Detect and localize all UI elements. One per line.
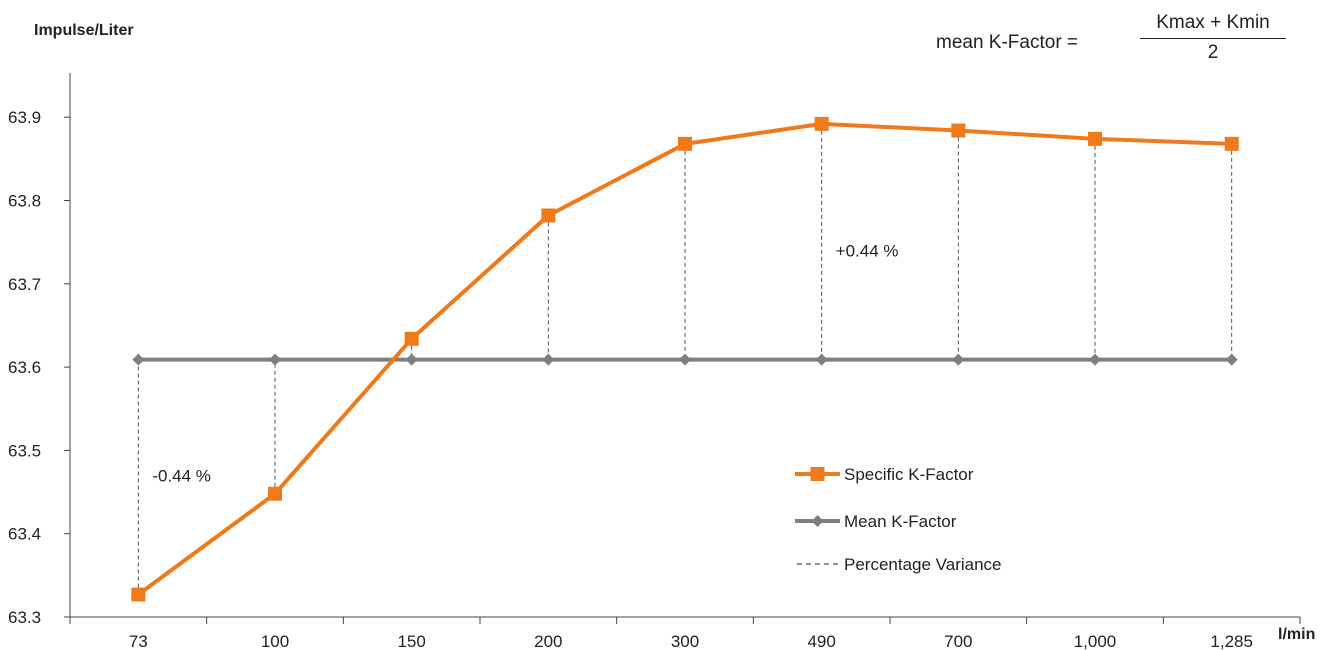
mean-k-factor-formula: mean K-Factor = Kmax + Kmin 2 — [936, 12, 1296, 72]
mean-k-factor-point — [952, 353, 965, 366]
x-tick-label: 490 — [807, 632, 835, 650]
x-tick-label: 150 — [397, 632, 425, 650]
y-axis-title: Impulse/Liter — [34, 22, 134, 39]
mean-k-factor-point — [269, 353, 281, 366]
variance-annotation: +0.44 % — [836, 241, 899, 260]
specific-k-factor-point — [268, 486, 282, 501]
specific-k-factor-point — [1088, 131, 1102, 146]
mean-k-factor-point — [405, 353, 418, 366]
legend-variance-label: Percentage Variance — [844, 555, 1002, 574]
mean-k-factor-point — [1225, 353, 1238, 366]
x-tick-label: 200 — [534, 632, 562, 650]
legend-mean-swatch-marker — [811, 515, 824, 527]
specific-k-factor-point — [404, 331, 419, 346]
x-tick-label: 700 — [944, 632, 972, 650]
specific-k-factor-point — [678, 136, 692, 151]
formula-numerator: Kmax + Kmin — [1156, 12, 1270, 33]
y-tick-label: 63.6 — [8, 358, 41, 377]
formula-lhs: mean K-Factor = — [936, 32, 1079, 53]
y-tick-label: 63.5 — [8, 441, 41, 460]
x-tick-label: 73 — [129, 632, 148, 650]
legend-specific-swatch-marker — [810, 467, 825, 481]
formula-denominator: 2 — [1207, 42, 1219, 63]
x-tick-label: 100 — [261, 632, 289, 650]
specific-k-factor-point — [541, 208, 556, 223]
variance-annotation: -0.44 % — [152, 466, 211, 485]
y-tick-label: 63.9 — [8, 108, 41, 127]
x-tick-label: 1,000 — [1074, 632, 1117, 650]
formula-fraction-bar — [1140, 38, 1286, 39]
specific-k-factor-point — [131, 587, 146, 602]
y-tick-label: 63.4 — [8, 525, 41, 544]
mean-k-factor-point — [1089, 353, 1101, 366]
mean-k-factor-point — [815, 353, 828, 366]
legend-mean-label: Mean K-Factor — [844, 512, 957, 531]
specific-k-factor-point — [1224, 136, 1239, 151]
x-axis-unit: l/min — [1278, 626, 1316, 643]
mean-k-factor-point — [132, 353, 145, 366]
specific-k-factor-point — [951, 123, 966, 138]
y-tick-label: 63.7 — [8, 275, 41, 294]
x-tick-label: 1,285 — [1210, 632, 1253, 650]
mean-k-factor-point — [679, 353, 691, 366]
specific-k-factor-point — [814, 116, 829, 131]
x-tick-label: 300 — [671, 632, 699, 650]
legend-specific-label: Specific K-Factor — [844, 465, 974, 484]
y-tick-label: 63.8 — [8, 192, 41, 211]
mean-k-factor-point — [542, 353, 555, 366]
y-tick-label: 63.3 — [8, 608, 41, 627]
